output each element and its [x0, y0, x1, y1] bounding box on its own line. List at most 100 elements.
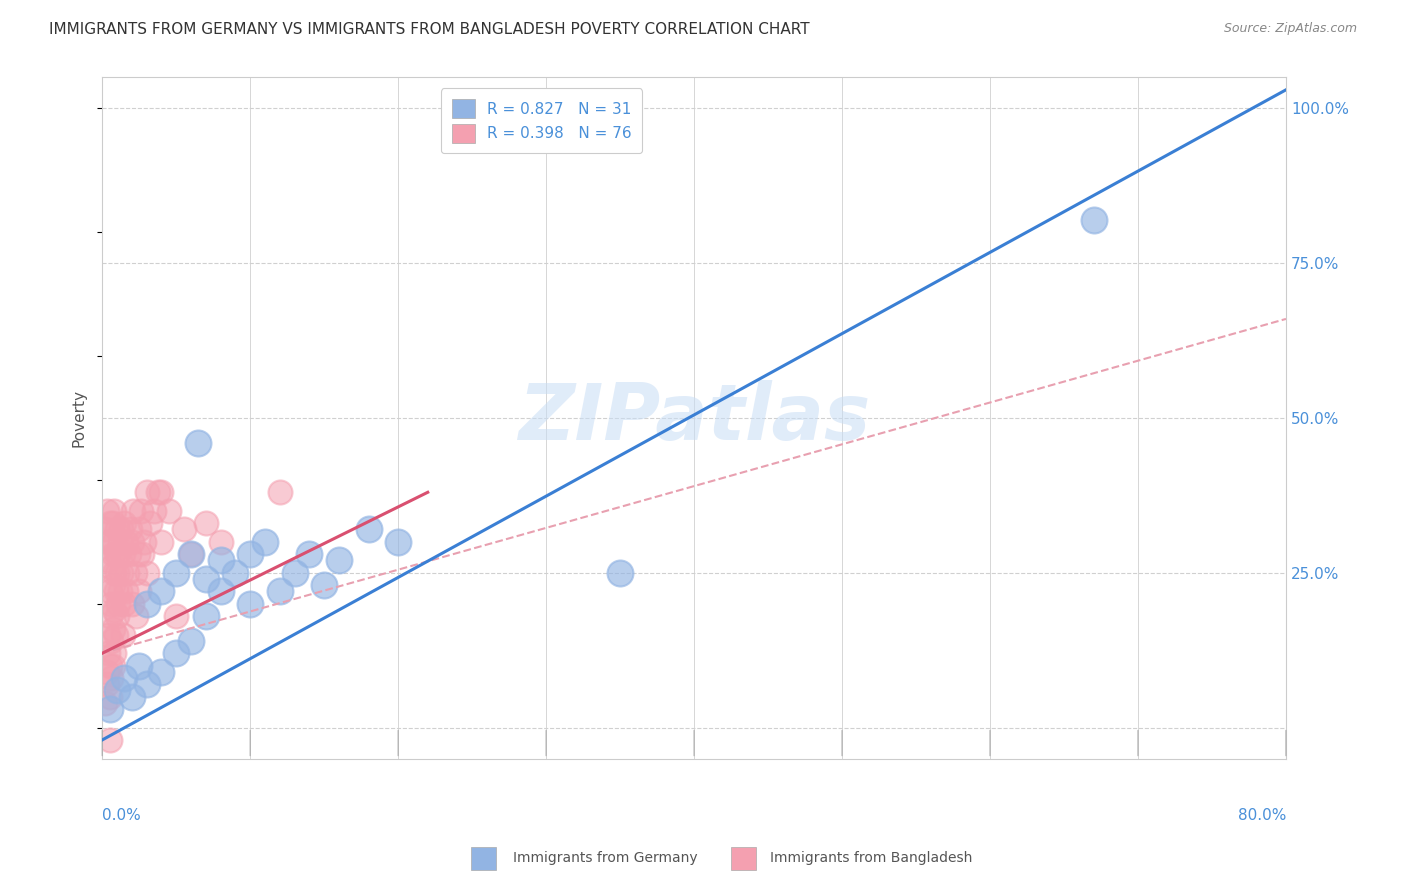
Point: [101, 547, 124, 561]
Point: [103, 603, 125, 617]
Point: [101, 658, 124, 673]
Point: [97, 646, 120, 660]
Point: [165, 646, 187, 660]
Point: [104, 547, 127, 561]
Point: [112, 516, 135, 531]
Legend: R = 0.827   N = 31, R = 0.398   N = 76: R = 0.827 N = 31, R = 0.398 N = 76: [441, 88, 643, 153]
Point: [104, 628, 127, 642]
Point: [112, 671, 135, 685]
Point: [100, 633, 122, 648]
Point: [110, 566, 132, 580]
Point: [100, 559, 122, 574]
Point: [122, 504, 145, 518]
Point: [98, 690, 121, 704]
Point: [110, 523, 132, 537]
Point: [105, 609, 128, 624]
Point: [165, 609, 187, 624]
Point: [135, 677, 157, 691]
Point: [239, 597, 262, 611]
Point: [132, 534, 155, 549]
Point: [194, 572, 217, 586]
Point: [269, 485, 291, 500]
Point: [180, 547, 202, 561]
Point: [96, 504, 118, 518]
Point: [103, 534, 125, 549]
Point: [96, 665, 118, 679]
Y-axis label: Poverty: Poverty: [72, 389, 86, 447]
Point: [135, 485, 157, 500]
Point: [194, 609, 217, 624]
Point: [314, 578, 336, 592]
Text: 80.0%: 80.0%: [1237, 808, 1286, 823]
Point: [128, 658, 150, 673]
Point: [103, 646, 125, 660]
Point: [125, 609, 148, 624]
Point: [239, 547, 262, 561]
Point: [224, 566, 246, 580]
Point: [165, 566, 187, 580]
Point: [187, 435, 209, 450]
Point: [284, 566, 307, 580]
Point: [101, 578, 124, 592]
Point: [100, 671, 122, 685]
Text: IMMIGRANTS FROM GERMANY VS IMMIGRANTS FROM BANGLADESH POVERTY CORRELATION CHART: IMMIGRANTS FROM GERMANY VS IMMIGRANTS FR…: [49, 22, 810, 37]
Point: [209, 534, 232, 549]
Point: [100, 597, 122, 611]
Point: [105, 683, 128, 698]
Point: [98, 516, 121, 531]
Point: [173, 523, 195, 537]
Point: [209, 584, 232, 599]
Point: [143, 504, 166, 518]
Point: [97, 534, 120, 549]
Point: [115, 584, 138, 599]
Point: [98, 658, 121, 673]
Point: [97, 628, 120, 642]
Point: [253, 534, 276, 549]
Point: [105, 523, 128, 537]
Point: [150, 665, 173, 679]
Point: [118, 547, 141, 561]
Point: [131, 547, 153, 561]
Point: [108, 534, 131, 549]
Point: [104, 584, 127, 599]
Point: [117, 566, 139, 580]
Point: [128, 523, 150, 537]
Text: 0.0%: 0.0%: [103, 808, 141, 823]
Text: Immigrants from Germany: Immigrants from Germany: [513, 851, 697, 865]
Point: [98, 609, 121, 624]
Text: Immigrants from Bangladesh: Immigrants from Bangladesh: [770, 851, 973, 865]
Point: [112, 597, 135, 611]
Point: [121, 534, 143, 549]
Point: [128, 584, 150, 599]
Point: [121, 597, 143, 611]
Point: [135, 597, 157, 611]
Point: [269, 584, 291, 599]
Point: [100, 534, 122, 549]
Point: [135, 566, 157, 580]
Point: [103, 566, 125, 580]
Point: [180, 633, 202, 648]
Point: [609, 566, 631, 580]
Point: [101, 622, 124, 636]
Point: [98, 702, 121, 716]
Point: [127, 547, 149, 561]
Point: [107, 547, 129, 561]
Point: [94, 696, 117, 710]
Point: [180, 547, 202, 561]
Point: [1083, 212, 1105, 227]
Point: [148, 485, 170, 500]
Point: [111, 628, 134, 642]
Point: [121, 690, 143, 704]
Point: [209, 553, 232, 567]
Point: [96, 677, 118, 691]
Point: [98, 733, 121, 747]
Text: Source: ZipAtlas.com: Source: ZipAtlas.com: [1223, 22, 1357, 36]
Point: [129, 504, 152, 518]
Point: [150, 584, 173, 599]
Point: [98, 584, 121, 599]
Point: [120, 523, 142, 537]
Point: [150, 485, 173, 500]
Point: [101, 516, 124, 531]
Point: [124, 566, 146, 580]
Point: [96, 553, 118, 567]
